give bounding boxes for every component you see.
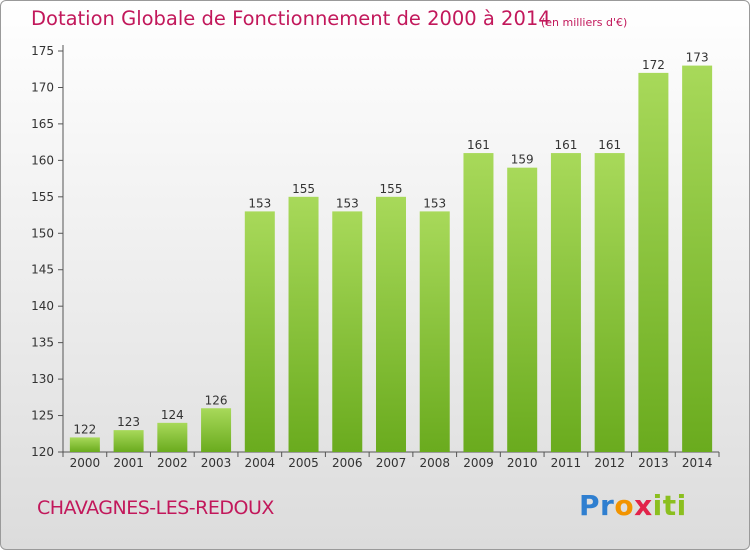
logo-letter: ti (662, 489, 687, 522)
x-tick-label-2001: 2001 (113, 456, 144, 470)
bar-2009 (463, 153, 494, 452)
bar-2011 (550, 153, 581, 452)
y-tick-label: 135 (31, 336, 54, 350)
value-label-2005: 155 (292, 182, 315, 196)
value-label-2004: 153 (248, 196, 271, 210)
bar-2007 (376, 196, 406, 452)
value-label-2008: 153 (423, 196, 446, 210)
y-tick-label: 125 (31, 409, 54, 423)
bar-2006 (332, 211, 363, 452)
y-tick-label: 175 (31, 44, 54, 58)
bar-2008 (419, 211, 450, 452)
value-label-2001: 123 (117, 415, 140, 429)
x-tick-label-2002: 2002 (157, 456, 188, 470)
chart-title: Dotation Globale de Fonctionnement de 20… (31, 7, 551, 30)
unit-note: (en milliers d'€) (541, 16, 628, 29)
x-tick-label-2009: 2009 (463, 456, 494, 470)
x-tick-label-2006: 2006 (332, 456, 363, 470)
y-tick-label: 150 (31, 226, 54, 240)
logo-letter: i (652, 489, 663, 522)
x-tick-label-2014: 2014 (682, 456, 713, 470)
logo-letter: x (634, 489, 653, 522)
commune-name: CHAVAGNES-LES-REDOUX (37, 497, 274, 519)
value-label-2002: 124 (161, 408, 184, 422)
proxiti-logo: Proxiti (579, 489, 687, 522)
bar-2010 (507, 167, 538, 452)
bar-2001 (113, 430, 144, 452)
y-tick-label: 170 (31, 80, 54, 94)
x-tick-label-2010: 2010 (507, 456, 538, 470)
logo-letter: r (600, 489, 615, 522)
y-tick-label: 120 (31, 445, 54, 459)
logo-letter: o (614, 489, 635, 522)
value-label-2010: 159 (511, 153, 534, 167)
bar-2002 (157, 422, 188, 452)
bar-2003 (201, 408, 232, 452)
bar-2004 (244, 211, 275, 452)
y-tick-label: 165 (31, 117, 54, 131)
x-tick-label-2012: 2012 (594, 456, 625, 470)
x-tick-label-2004: 2004 (245, 456, 276, 470)
logo-letter: P (579, 489, 601, 522)
bar-2013 (638, 72, 669, 452)
bar-2000 (69, 437, 100, 452)
x-tick-label-2011: 2011 (551, 456, 582, 470)
value-label-2000: 122 (73, 422, 96, 436)
x-tick-label-2008: 2008 (419, 456, 450, 470)
x-tick-label-2013: 2013 (638, 456, 669, 470)
value-label-2013: 172 (642, 58, 665, 72)
value-label-2006: 153 (336, 196, 359, 210)
x-tick-label-2000: 2000 (70, 456, 101, 470)
y-tick-label: 145 (31, 263, 54, 277)
value-label-2012: 161 (598, 138, 621, 152)
value-label-2014: 173 (686, 51, 709, 65)
y-tick-label: 160 (31, 153, 54, 167)
bar-2005 (288, 196, 319, 452)
bar-2012 (594, 153, 625, 452)
value-label-2003: 126 (205, 393, 228, 407)
x-tick-label-2005: 2005 (288, 456, 319, 470)
value-label-2007: 155 (380, 182, 403, 196)
x-tick-label-2003: 2003 (201, 456, 232, 470)
y-tick-label: 140 (31, 299, 54, 313)
y-tick-label: 155 (31, 190, 54, 204)
value-label-2009: 161 (467, 138, 490, 152)
x-tick-label-2007: 2007 (376, 456, 407, 470)
bar-2014 (682, 65, 713, 452)
y-tick-label: 130 (31, 372, 54, 386)
value-label-2011: 161 (554, 138, 577, 152)
